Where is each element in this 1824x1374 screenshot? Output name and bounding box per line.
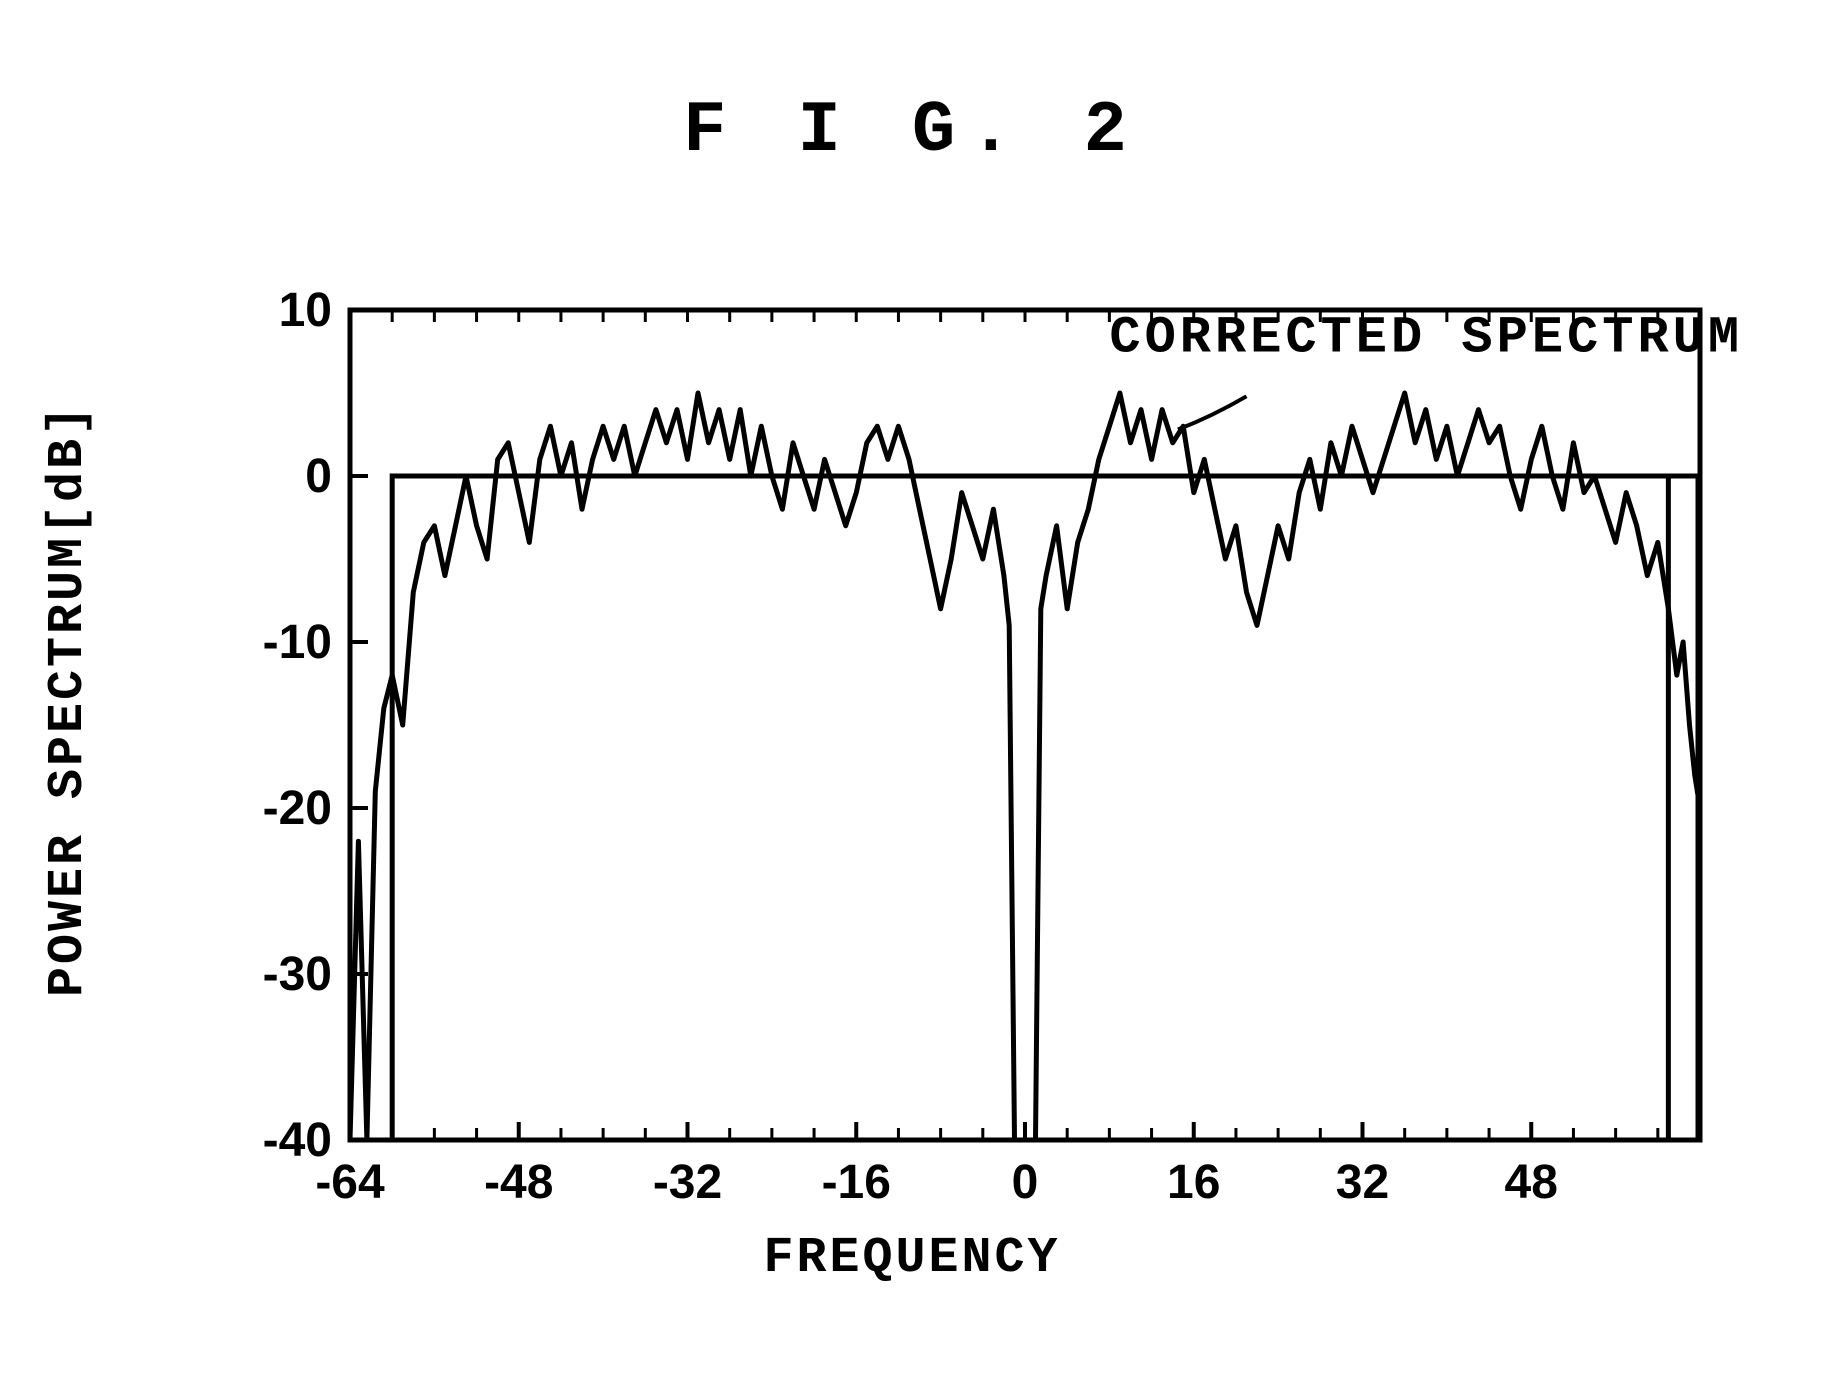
figure-title: F I G. 2 [0, 90, 1824, 172]
spectrum-line [350, 393, 1700, 1140]
x-tick-label: 0 [1012, 1156, 1039, 1209]
chart-container: -40-30-20-10010-64-48-32-160163248CORREC… [140, 290, 1740, 1290]
x-tick-label: -32 [653, 1156, 722, 1209]
x-tick-label: -16 [822, 1156, 891, 1209]
y-tick-label: -30 [263, 948, 332, 1001]
x-tick-label: 32 [1336, 1156, 1389, 1209]
x-tick-label: 16 [1167, 1156, 1220, 1209]
annotation-leader [1178, 396, 1247, 429]
x-tick-label: -48 [484, 1156, 553, 1209]
annotation-text: CORRECTED SPECTRUM [1109, 309, 1740, 368]
y-tick-label: -20 [263, 782, 332, 835]
y-tick-label: -10 [263, 616, 332, 669]
x-tick-label: -64 [315, 1156, 385, 1209]
x-axis-label: FREQUENCY [0, 1230, 1824, 1287]
y-axis-label: POWER SPECTRUM[dB] [40, 250, 97, 1150]
y-tick-label: 0 [305, 450, 332, 503]
x-tick-label: 48 [1505, 1156, 1558, 1209]
reference-rect [392, 476, 1668, 1140]
y-tick-label: 10 [279, 290, 332, 337]
spectrum-chart: -40-30-20-10010-64-48-32-160163248CORREC… [140, 290, 1740, 1290]
